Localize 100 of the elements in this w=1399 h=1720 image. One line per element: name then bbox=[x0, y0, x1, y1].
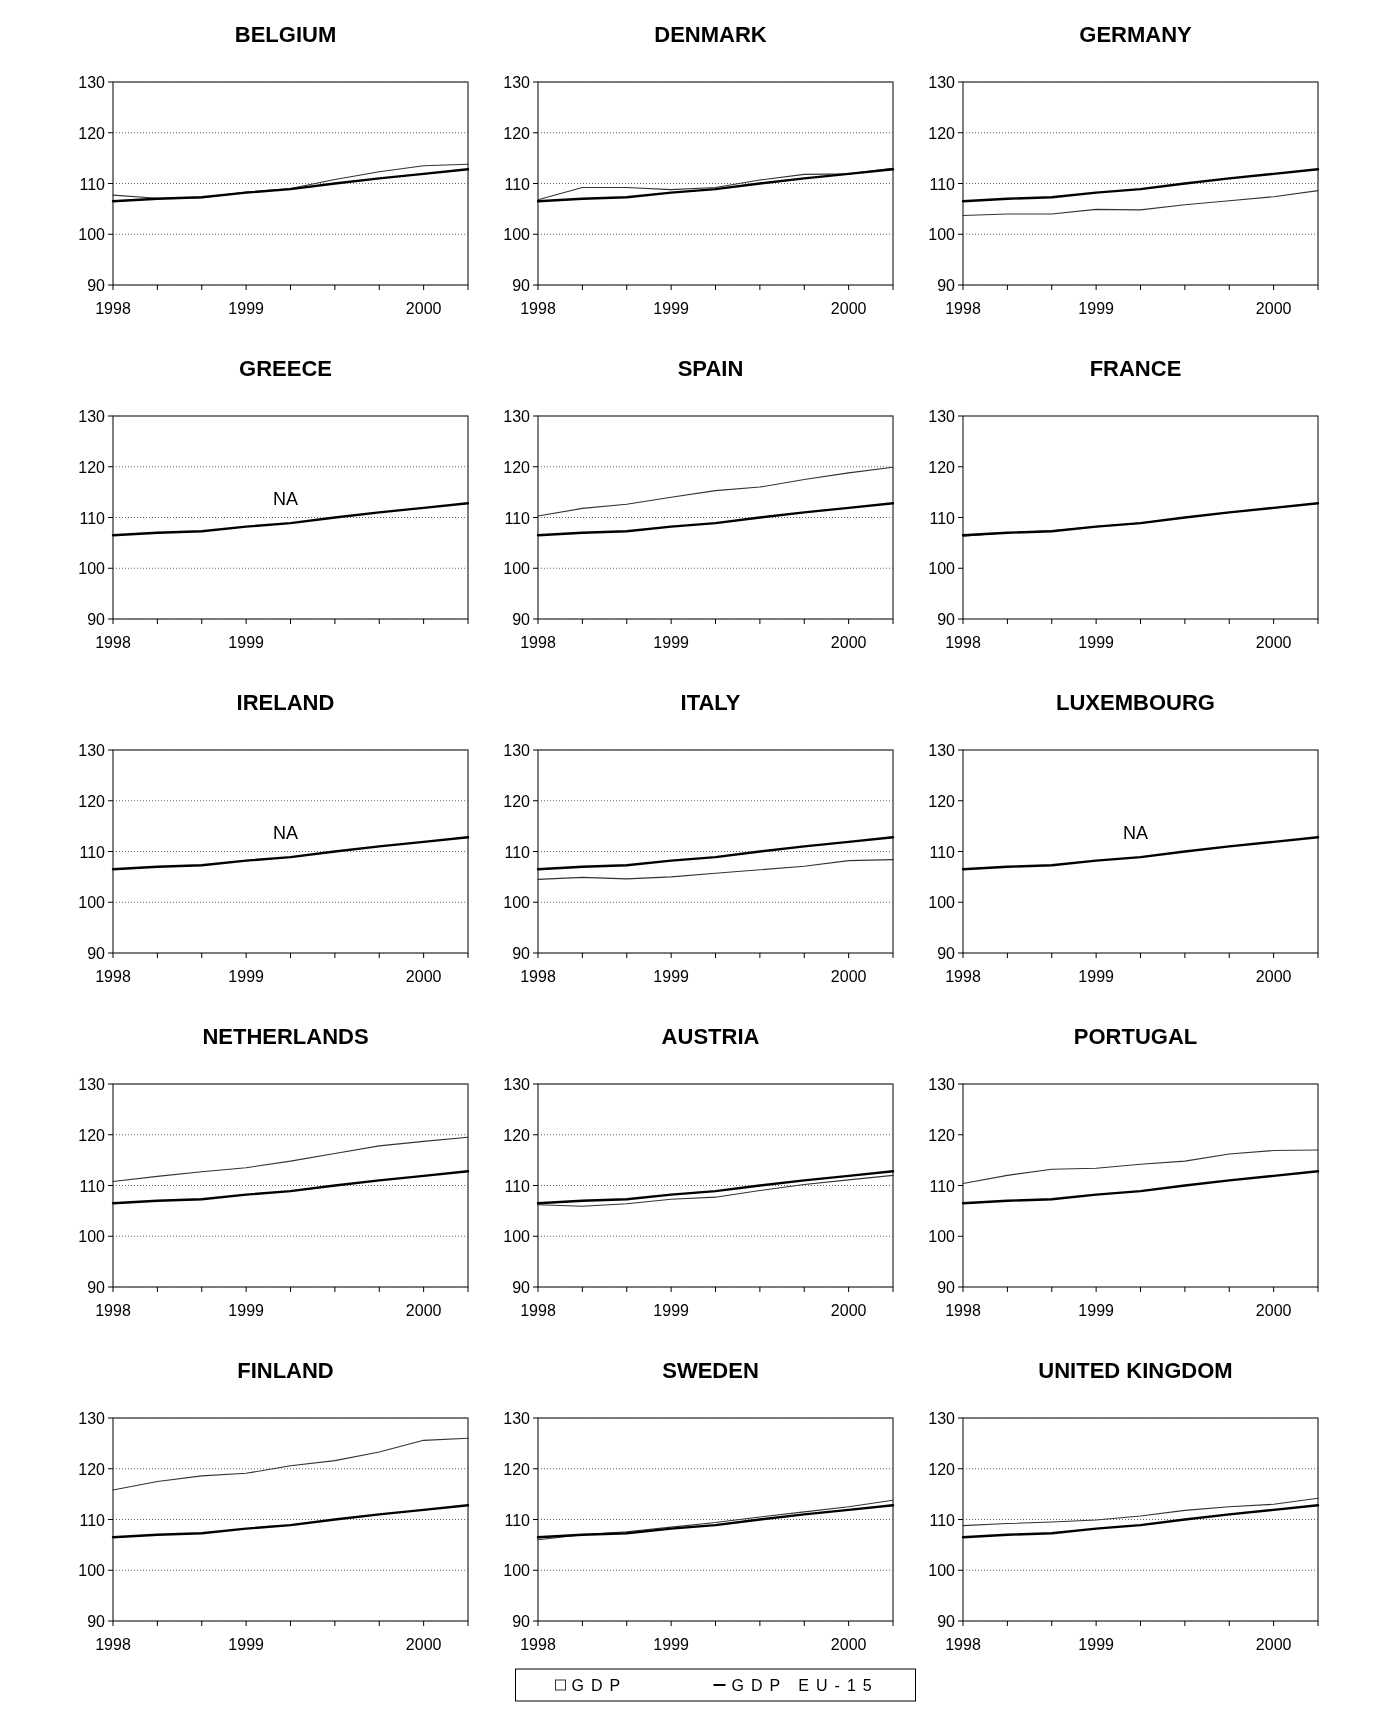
x-tick-label: 1998 bbox=[95, 968, 131, 985]
x-tick-label: 1998 bbox=[520, 1636, 556, 1653]
y-tick-label: 100 bbox=[78, 560, 106, 578]
y-tick-label: 100 bbox=[503, 894, 531, 912]
y-tick-label: 120 bbox=[78, 792, 106, 810]
x-tick-label: 1998 bbox=[95, 1302, 131, 1319]
chart-title: NETHERLANDS bbox=[202, 1024, 369, 1049]
x-tick-label: 1998 bbox=[95, 634, 131, 651]
y-tick-label: 130 bbox=[928, 74, 956, 91]
x-tick-label: 2000 bbox=[1255, 1636, 1292, 1653]
x-tick-label: 1998 bbox=[945, 300, 981, 317]
x-tick-label: 2000 bbox=[1255, 968, 1292, 985]
y-tick-label: 120 bbox=[503, 1460, 531, 1478]
y-tick-label: 110 bbox=[929, 843, 956, 861]
y-tick-label: 90 bbox=[937, 277, 956, 294]
x-tick-label: 1999 bbox=[653, 634, 690, 651]
y-tick-label: 110 bbox=[79, 509, 106, 527]
y-tick-label: 100 bbox=[78, 226, 106, 244]
y-tick-label: 90 bbox=[512, 277, 531, 294]
chart-title: IRELAND bbox=[236, 690, 335, 715]
chart-title: UNITED KINGDOM bbox=[1038, 1358, 1233, 1383]
x-tick-label: 2000 bbox=[830, 968, 867, 985]
y-tick-label: 100 bbox=[928, 894, 956, 912]
x-tick-label: 1998 bbox=[95, 300, 131, 317]
y-tick-label: 100 bbox=[503, 1562, 531, 1580]
y-tick-label: 90 bbox=[937, 1279, 956, 1296]
y-tick-label: 120 bbox=[503, 1126, 531, 1144]
y-tick-label: 110 bbox=[79, 1511, 106, 1529]
y-tick-label: 130 bbox=[503, 74, 531, 91]
y-tick-label: 120 bbox=[78, 458, 106, 476]
chart-title: FRANCE bbox=[1089, 356, 1182, 381]
y-tick-label: 100 bbox=[928, 1562, 956, 1580]
x-tick-label: 2000 bbox=[405, 300, 442, 317]
y-tick-label: 120 bbox=[928, 458, 956, 476]
y-tick-label: 110 bbox=[79, 175, 106, 193]
x-tick-label: 1999 bbox=[228, 1636, 265, 1653]
y-tick-label: 130 bbox=[503, 1410, 531, 1427]
x-tick-label: 1998 bbox=[520, 1302, 556, 1319]
x-tick-label: 1999 bbox=[653, 968, 690, 985]
annotation: NA bbox=[272, 489, 299, 510]
chart-title: ITALY bbox=[680, 690, 741, 715]
chart-title: AUSTRIA bbox=[661, 1024, 760, 1049]
chart-title: FINLAND bbox=[237, 1358, 334, 1383]
y-tick-label: 120 bbox=[503, 124, 531, 142]
y-tick-label: 120 bbox=[503, 792, 531, 810]
chart-title: GERMANY bbox=[1079, 22, 1193, 47]
legend-label: GDP bbox=[571, 1677, 628, 1694]
annotation: NA bbox=[1122, 823, 1149, 844]
x-tick-label: 1999 bbox=[228, 1302, 265, 1319]
x-tick-label: 2000 bbox=[405, 1636, 442, 1653]
chart-title: BELGIUM bbox=[234, 22, 337, 47]
chart-title: GREECE bbox=[239, 356, 332, 381]
x-tick-label: 2000 bbox=[1255, 634, 1292, 651]
y-tick-label: 90 bbox=[512, 611, 531, 628]
y-tick-label: 120 bbox=[928, 1126, 956, 1144]
x-tick-label: 1999 bbox=[228, 634, 265, 651]
chart-title: LUXEMBOURG bbox=[1056, 690, 1215, 715]
x-tick-label: 1999 bbox=[653, 1302, 690, 1319]
x-tick-label: 2000 bbox=[405, 968, 442, 985]
y-tick-label: 100 bbox=[78, 894, 106, 912]
y-tick-label: 130 bbox=[928, 1410, 956, 1427]
legend-label: GDP EU-15 bbox=[731, 1677, 879, 1694]
x-tick-label: 1998 bbox=[945, 968, 981, 985]
y-tick-label: 130 bbox=[78, 74, 106, 91]
x-tick-label: 1999 bbox=[1078, 300, 1115, 317]
y-tick-label: 90 bbox=[87, 1279, 106, 1296]
y-tick-label: 100 bbox=[928, 1228, 956, 1246]
x-tick-label: 1999 bbox=[1078, 1636, 1115, 1653]
y-tick-label: 110 bbox=[79, 1177, 106, 1195]
x-tick-label: 1999 bbox=[653, 300, 690, 317]
chart-title: SWEDEN bbox=[662, 1358, 759, 1383]
x-tick-label: 1998 bbox=[95, 1636, 131, 1653]
y-tick-label: 90 bbox=[937, 611, 956, 628]
y-tick-label: 130 bbox=[928, 742, 956, 759]
x-tick-label: 1998 bbox=[520, 634, 556, 651]
y-tick-label: 100 bbox=[78, 1228, 106, 1246]
y-tick-label: 110 bbox=[504, 843, 531, 861]
x-tick-label: 1999 bbox=[1078, 968, 1115, 985]
y-tick-label: 130 bbox=[928, 1076, 956, 1093]
y-tick-label: 130 bbox=[503, 742, 531, 759]
x-tick-label: 2000 bbox=[1255, 1302, 1292, 1319]
x-tick-label: 2000 bbox=[405, 1302, 442, 1319]
y-tick-label: 100 bbox=[928, 226, 956, 244]
y-tick-label: 110 bbox=[504, 1511, 531, 1529]
y-tick-label: 130 bbox=[78, 1410, 106, 1427]
x-tick-label: 1998 bbox=[945, 634, 981, 651]
y-tick-label: 110 bbox=[929, 175, 956, 193]
y-tick-label: 90 bbox=[512, 945, 531, 962]
y-tick-label: 90 bbox=[937, 1613, 956, 1630]
y-tick-label: 110 bbox=[929, 1511, 956, 1529]
chart-title: SPAIN bbox=[677, 356, 744, 381]
y-tick-label: 100 bbox=[503, 1228, 531, 1246]
y-tick-label: 120 bbox=[78, 1460, 106, 1478]
y-tick-label: 120 bbox=[78, 1126, 106, 1144]
y-tick-label: 130 bbox=[503, 1076, 531, 1093]
y-tick-label: 90 bbox=[87, 277, 106, 294]
x-tick-label: 1998 bbox=[520, 968, 556, 985]
y-tick-label: 120 bbox=[78, 124, 106, 142]
x-tick-label: 1998 bbox=[945, 1636, 981, 1653]
y-tick-label: 90 bbox=[512, 1279, 531, 1296]
